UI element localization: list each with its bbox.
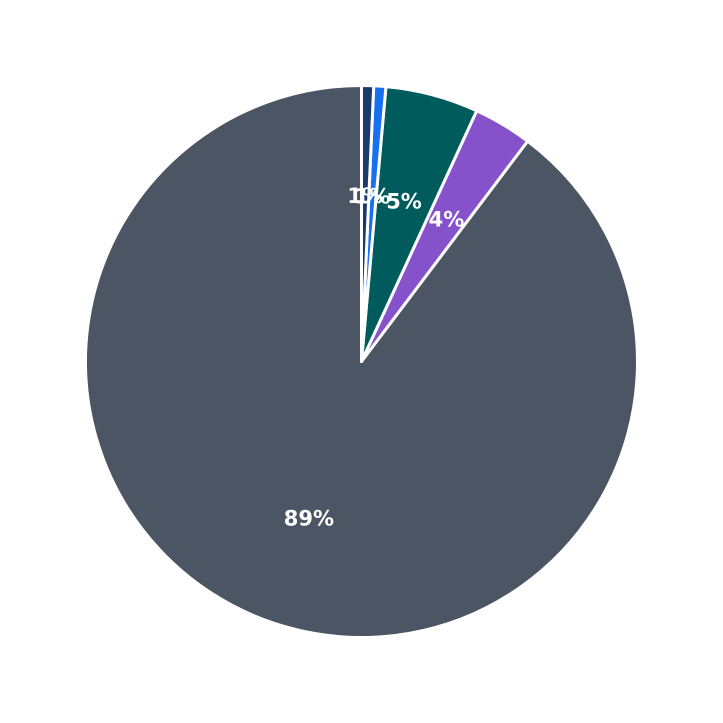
pie-slice-label-4: 1% xyxy=(347,184,383,208)
pie-slices xyxy=(84,83,639,639)
pie-slice-label-1: 4% xyxy=(429,207,465,231)
pie-slice-label-0: 89% xyxy=(284,507,334,531)
pie-labels: 89% 4% 5%1%1% xyxy=(284,184,464,531)
pie-slice-label-3: 1% xyxy=(355,184,391,208)
pie-slice-label-2: 5% xyxy=(386,189,422,213)
pie-slice-4 xyxy=(360,83,376,363)
